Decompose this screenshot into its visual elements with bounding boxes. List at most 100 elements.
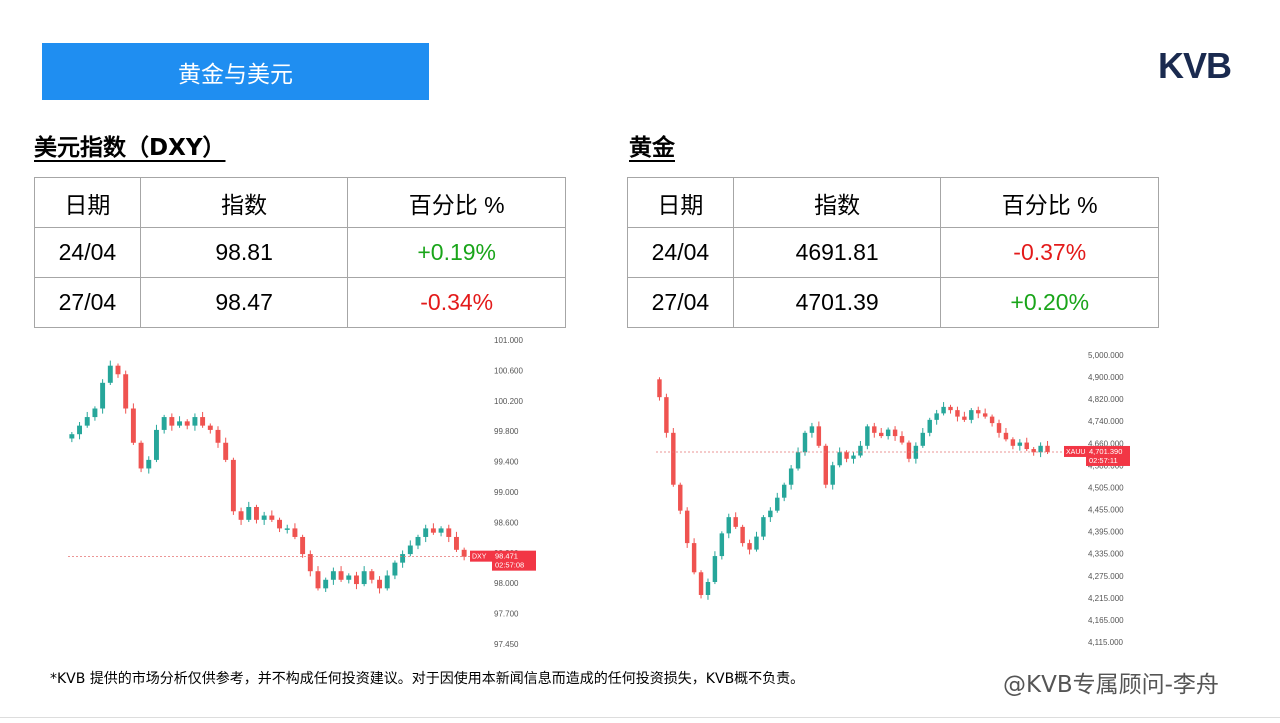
y-tick-label: 4,740.000 bbox=[1088, 417, 1124, 426]
candle-body bbox=[323, 579, 329, 589]
candle-body bbox=[851, 455, 856, 459]
candle-body bbox=[415, 536, 421, 546]
candle-body bbox=[354, 575, 359, 585]
candle-body bbox=[1038, 445, 1043, 453]
candle-body bbox=[292, 528, 298, 537]
candle-body bbox=[277, 519, 282, 529]
candle-body bbox=[906, 442, 912, 459]
candle-body bbox=[346, 575, 352, 580]
candle-body bbox=[461, 549, 467, 557]
table-header-row: 日期 指数 百分比 % bbox=[627, 177, 1159, 228]
candle-body bbox=[754, 536, 759, 550]
candle-body bbox=[423, 528, 429, 537]
candle-body bbox=[671, 432, 676, 485]
candle-body bbox=[223, 442, 229, 460]
candle-body bbox=[747, 543, 752, 550]
candle-body bbox=[941, 406, 946, 414]
y-tick-label: 4,900.000 bbox=[1088, 373, 1124, 382]
candle-body bbox=[307, 554, 313, 572]
candle-body bbox=[976, 410, 981, 414]
candle-body bbox=[830, 465, 835, 485]
candle-body bbox=[885, 429, 891, 437]
y-tick-label: 4,115.000 bbox=[1088, 638, 1124, 647]
candle-body bbox=[130, 408, 136, 443]
price-label: 98.471 bbox=[495, 552, 518, 561]
watermark-text: @KVB专属顾问-李舟 bbox=[1003, 672, 1219, 698]
candle-body bbox=[962, 416, 967, 420]
symbol-label: DXY bbox=[472, 554, 487, 561]
candle-body bbox=[169, 417, 175, 426]
candle-body bbox=[369, 571, 375, 580]
y-tick-label: 98.600 bbox=[494, 518, 519, 527]
candle-body bbox=[740, 526, 745, 544]
candle-body bbox=[284, 528, 290, 530]
table-header-row: 日期 指数 百分比 % bbox=[34, 177, 566, 228]
candle-body bbox=[115, 365, 121, 375]
candle-body bbox=[100, 382, 106, 409]
candle-body bbox=[384, 575, 390, 589]
candle-body bbox=[215, 429, 221, 443]
y-tick-label: 4,275.000 bbox=[1088, 572, 1124, 581]
candle-body bbox=[238, 511, 244, 520]
candle-body bbox=[454, 536, 459, 550]
candle-body bbox=[407, 545, 413, 555]
candle-body bbox=[177, 421, 182, 426]
candle-body bbox=[430, 528, 436, 533]
y-tick-label: 4,215.000 bbox=[1088, 594, 1124, 603]
candle-body bbox=[92, 408, 98, 418]
y-tick-label: 4,395.000 bbox=[1088, 528, 1124, 537]
candle-body bbox=[154, 429, 159, 460]
candle-body bbox=[161, 417, 167, 430]
candle-body bbox=[207, 425, 213, 430]
candle-body bbox=[377, 579, 382, 589]
candle-body bbox=[795, 452, 801, 469]
footer-divider bbox=[0, 717, 1280, 718]
cell-percent: +0.19% bbox=[347, 227, 566, 278]
candle-body bbox=[927, 419, 932, 433]
candle-body bbox=[955, 410, 960, 417]
cell-value: 98.47 bbox=[139, 277, 349, 328]
table-row: 27/04 98.47 -0.34% bbox=[34, 277, 566, 328]
candle-body bbox=[392, 562, 398, 576]
candle-body bbox=[254, 506, 259, 520]
candle-body bbox=[698, 572, 704, 595]
slide-title-banner: 黄金与美元 bbox=[42, 43, 429, 100]
countdown-label: 02:57:11 bbox=[1089, 456, 1118, 465]
y-tick-label: 4,165.000 bbox=[1088, 616, 1124, 625]
table-row: 24/04 98.81 +0.19% bbox=[34, 227, 566, 278]
candle-body bbox=[809, 426, 815, 433]
candle-body bbox=[246, 506, 252, 520]
candle-body bbox=[446, 528, 452, 537]
symbol-label-box bbox=[470, 550, 492, 562]
column-header-percent: 百分比 % bbox=[347, 177, 566, 228]
y-tick-label: 4,335.000 bbox=[1088, 550, 1124, 559]
candle-body bbox=[996, 423, 1002, 433]
candle-body bbox=[230, 459, 236, 512]
slide-title: 黄金与美元 bbox=[178, 61, 293, 88]
table-row: 27/04 4701.39 +0.20% bbox=[627, 277, 1159, 328]
candle-body bbox=[934, 413, 939, 420]
dxy-section-title: 美元指数（DXY） bbox=[34, 135, 226, 161]
cell-date: 24/04 bbox=[34, 227, 141, 278]
candle-body bbox=[879, 432, 884, 437]
price-label: 4,701.390 bbox=[1089, 447, 1122, 456]
candle-body bbox=[920, 432, 926, 446]
y-tick-label: 101.000 bbox=[494, 336, 523, 345]
kvb-logo: KVB bbox=[1158, 46, 1232, 84]
y-tick-label: 4,505.000 bbox=[1088, 483, 1124, 492]
countdown-label: 02:57:08 bbox=[495, 561, 524, 570]
y-tick-label: 97.700 bbox=[494, 610, 519, 619]
candle-body bbox=[361, 571, 367, 585]
symbol-label: XAUUSD bbox=[1066, 449, 1095, 456]
candle-body bbox=[315, 571, 321, 589]
candle-body bbox=[438, 528, 444, 533]
candle-body bbox=[330, 571, 336, 580]
candle-body bbox=[146, 459, 152, 469]
candle-body bbox=[138, 442, 144, 469]
candle-body bbox=[300, 536, 306, 555]
candle-body bbox=[691, 543, 697, 573]
price-label-box bbox=[492, 550, 536, 571]
cell-date: 27/04 bbox=[627, 277, 734, 328]
candle-body bbox=[719, 533, 725, 557]
y-tick-label: 99.400 bbox=[494, 458, 519, 467]
